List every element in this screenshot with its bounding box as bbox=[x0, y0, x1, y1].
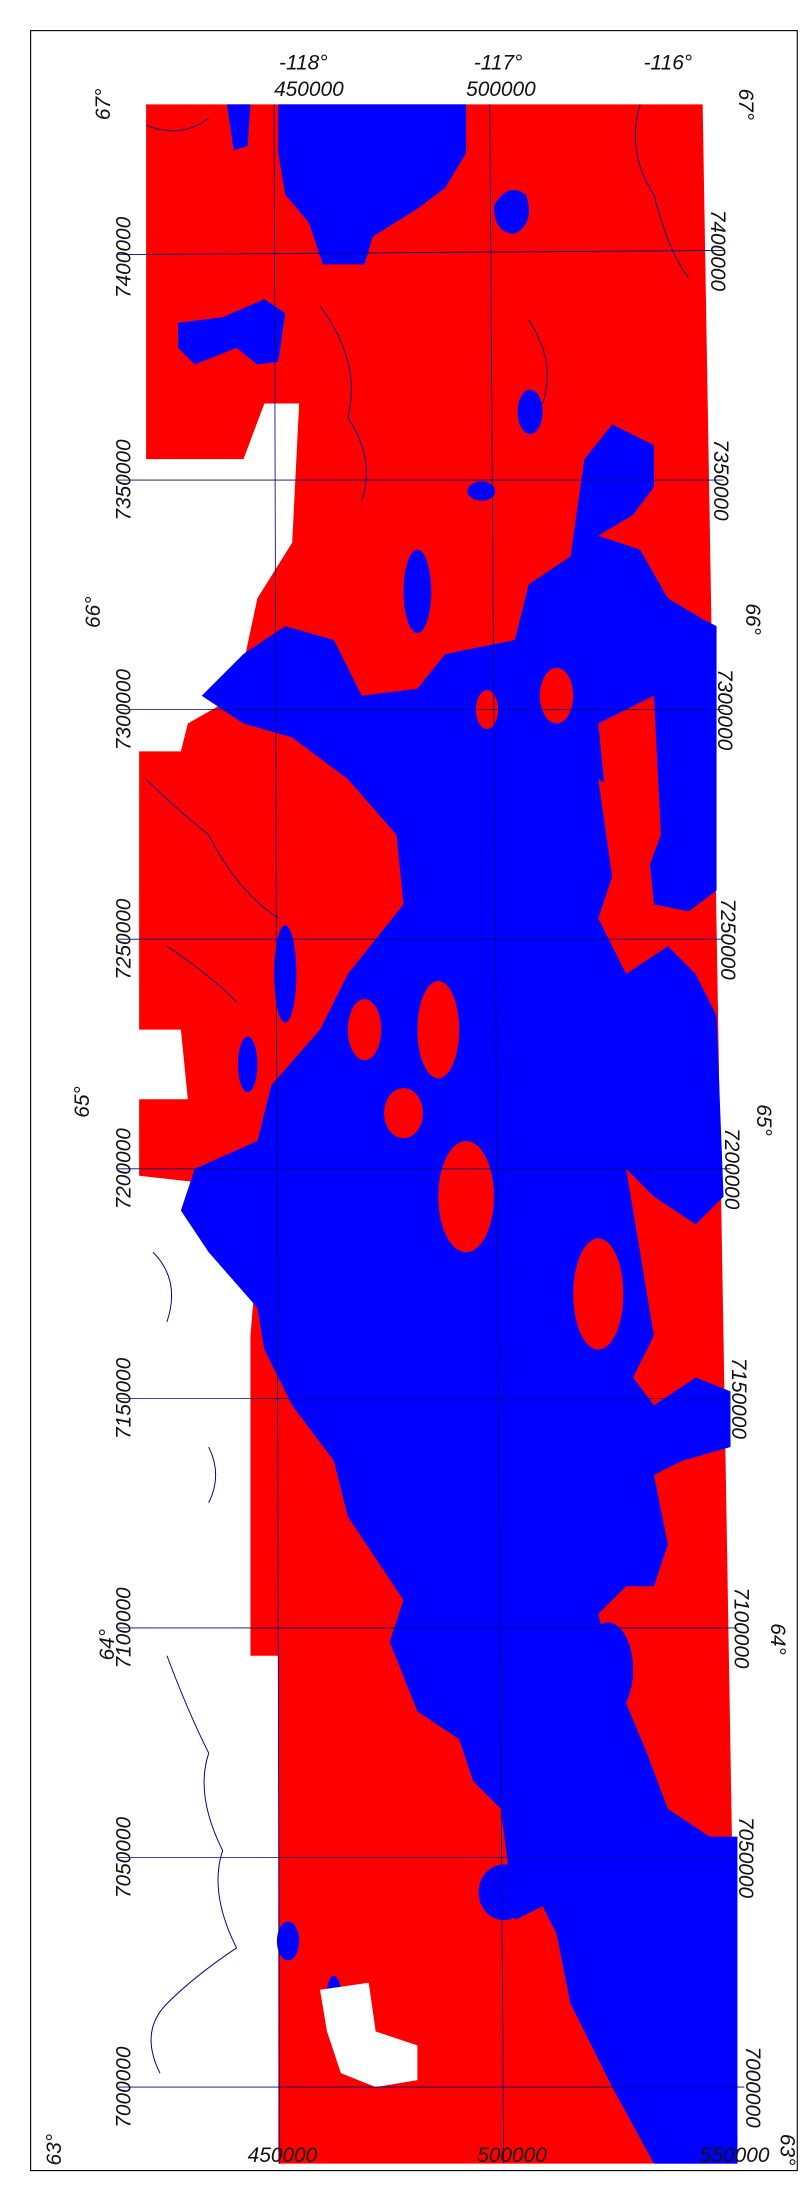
longitude-label: -117° bbox=[474, 52, 523, 75]
left-label: 7200000 bbox=[113, 1128, 136, 1210]
right-label: 7050000 bbox=[734, 1817, 757, 1899]
easting-label: 450000 bbox=[248, 2144, 318, 2167]
right-label: 65° bbox=[752, 1104, 775, 1136]
left-label: 7350000 bbox=[113, 439, 136, 521]
page: {"map": { "top_longitudes": ["-118°", "-… bbox=[0, 0, 807, 2193]
left-label: 7300000 bbox=[113, 669, 136, 751]
right-label: 7300000 bbox=[713, 669, 736, 751]
right-label: 7250000 bbox=[716, 899, 739, 981]
left-label: 63° bbox=[43, 2134, 66, 2166]
longitude-label: -118° bbox=[279, 52, 328, 75]
left-label: 7000000 bbox=[113, 2046, 136, 2128]
left-label: 7400000 bbox=[113, 216, 136, 298]
right-label: 66° bbox=[741, 603, 764, 635]
left-label: 7250000 bbox=[113, 898, 136, 980]
right-label: 7150000 bbox=[727, 1358, 750, 1440]
easting-label: 550000 bbox=[700, 2144, 770, 2167]
left-label: 64° bbox=[96, 1629, 119, 1661]
left-label: 7050000 bbox=[113, 1817, 136, 1899]
right-label: 63° bbox=[776, 2134, 799, 2166]
left-label: 67° bbox=[92, 89, 115, 121]
left-label: 66° bbox=[82, 596, 105, 628]
easting-label: 500000 bbox=[466, 78, 536, 101]
map-layer: -118° -117° -116° 450000 500000 450000 500000 5… bbox=[31, 31, 799, 2171]
left-label: 65° bbox=[71, 1086, 94, 1118]
left-label: 7150000 bbox=[113, 1357, 136, 1439]
map: -118° -117° -116° 450000 500000 450000 500000 5… bbox=[0, 0, 807, 2193]
right-label: 64° bbox=[766, 1623, 789, 1655]
easting-label: 500000 bbox=[477, 2144, 547, 2167]
easting-label: 450000 bbox=[274, 78, 344, 101]
right-label: 7350000 bbox=[709, 439, 732, 521]
right-label: 7000000 bbox=[741, 2046, 764, 2128]
right-label: 7100000 bbox=[730, 1587, 753, 1669]
right-label: 7200000 bbox=[720, 1128, 743, 1210]
right-label: 67° bbox=[734, 89, 757, 121]
right-label: 7400000 bbox=[706, 210, 729, 292]
longitude-label: -116° bbox=[644, 52, 693, 75]
